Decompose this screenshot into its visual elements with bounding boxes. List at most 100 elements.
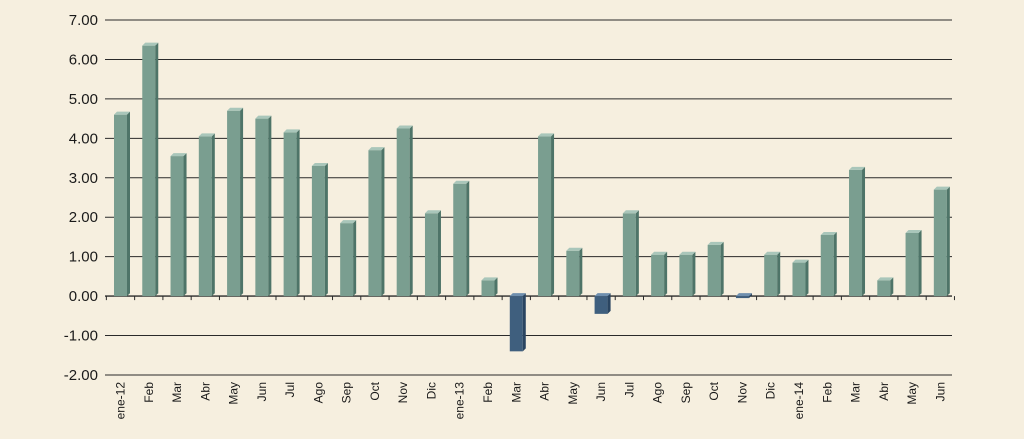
bar-top xyxy=(283,129,300,133)
bar-side xyxy=(466,180,470,297)
bar-side xyxy=(692,251,696,297)
bar-side xyxy=(437,210,441,297)
bar-front xyxy=(453,183,467,297)
bar-front xyxy=(905,233,919,297)
x-tick-label: ene-12 xyxy=(114,382,128,420)
bar-side xyxy=(748,293,752,299)
bar-front xyxy=(679,254,693,297)
bar xyxy=(368,147,385,297)
bar-side xyxy=(551,133,555,297)
bar-top xyxy=(735,293,752,297)
bar-side xyxy=(183,153,187,297)
bar-side xyxy=(324,162,328,297)
bar-front xyxy=(622,213,636,297)
bar xyxy=(170,153,187,297)
bar-front xyxy=(820,234,834,297)
bar-top xyxy=(651,251,668,255)
bar xyxy=(905,230,922,297)
bar-top xyxy=(566,247,583,251)
y-axis-ticks: 7.00 6.00 5.00 4.00 3.00 2.00 1.00 0.00 -1.00 -2.… xyxy=(64,12,98,384)
x-tick-label: Jul xyxy=(283,382,297,397)
bar-top xyxy=(114,111,130,115)
x-tick-label: Dic xyxy=(424,382,438,399)
bar xyxy=(764,251,781,297)
bar-top xyxy=(764,251,781,255)
bar xyxy=(933,186,950,297)
x-tick-label: Abr xyxy=(538,382,552,401)
bar-top xyxy=(424,210,441,214)
bar-front xyxy=(114,114,127,297)
y-tick-label: 2.00 xyxy=(69,209,98,226)
bar-top xyxy=(368,147,385,151)
bar-front xyxy=(368,150,382,297)
bar-side xyxy=(607,293,611,314)
bar-front xyxy=(311,165,325,297)
bar-top xyxy=(170,153,187,157)
bar-front xyxy=(198,136,212,297)
y-tick-label: 0.00 xyxy=(69,288,98,305)
bar xyxy=(255,115,272,297)
bar-top xyxy=(707,241,724,245)
bar xyxy=(594,293,611,314)
x-tick-label: Oct xyxy=(368,381,382,400)
bar-top xyxy=(849,166,866,170)
x-tick-label: Abr xyxy=(198,382,212,401)
bar-side xyxy=(268,115,272,297)
bar-front xyxy=(735,296,749,299)
bar-top xyxy=(622,210,639,214)
bar-top xyxy=(227,107,244,111)
gridlines xyxy=(105,19,955,376)
bar-top xyxy=(792,259,809,263)
bar-front xyxy=(792,262,806,297)
x-tick-label: Sep xyxy=(340,382,354,404)
x-tick-label: Mar xyxy=(849,382,863,403)
bar xyxy=(114,111,130,297)
x-tick-label: Ago xyxy=(651,382,665,404)
x-tick-label: Jul xyxy=(622,382,636,397)
y-tick-label: 3.00 xyxy=(69,170,98,187)
x-tick-label: Dic xyxy=(764,382,778,399)
x-tick-label: Nov xyxy=(735,382,749,403)
bar-front xyxy=(283,132,297,297)
bar xyxy=(820,231,837,297)
bar-side xyxy=(635,210,639,297)
bar-side xyxy=(522,293,526,352)
bar-front xyxy=(849,169,863,297)
bar-side xyxy=(296,129,300,297)
bar-side xyxy=(155,42,159,297)
x-tick-label: Sep xyxy=(679,382,693,404)
x-tick-label: ene-14 xyxy=(792,382,806,420)
bar xyxy=(453,180,470,297)
bar xyxy=(227,107,244,297)
bar-front xyxy=(877,280,891,297)
y-tick-label: -1.00 xyxy=(64,328,98,345)
bar-front xyxy=(424,213,438,297)
bar xyxy=(707,241,724,297)
bar xyxy=(424,210,441,297)
bar-front xyxy=(538,136,552,297)
bar-side xyxy=(946,186,950,297)
bar-top xyxy=(905,230,922,233)
bar-side xyxy=(353,220,357,297)
bar-top xyxy=(509,293,526,297)
bar xyxy=(142,42,159,297)
bar-side xyxy=(833,231,837,297)
bar-side xyxy=(890,277,894,297)
bar-side xyxy=(240,107,244,297)
bar-front xyxy=(227,110,241,297)
bar-front xyxy=(396,128,410,297)
bar-front xyxy=(142,45,156,297)
bar-side xyxy=(127,111,130,297)
bar-top xyxy=(481,277,498,281)
bar xyxy=(538,133,555,297)
bar-front xyxy=(340,223,354,297)
bar-side xyxy=(381,147,385,297)
bar xyxy=(481,277,498,297)
y-tick-label: 6.00 xyxy=(69,51,98,68)
bars xyxy=(114,42,950,352)
bar-side xyxy=(862,166,866,297)
y-tick-label: 7.00 xyxy=(69,12,98,29)
bar-top xyxy=(877,277,894,281)
x-tick-label: Mar xyxy=(509,382,523,403)
x-axis-ticks: ene-12 Feb Mar Abr May Jun Jul Ago Sep Oct Nov Dic e… xyxy=(114,381,948,419)
